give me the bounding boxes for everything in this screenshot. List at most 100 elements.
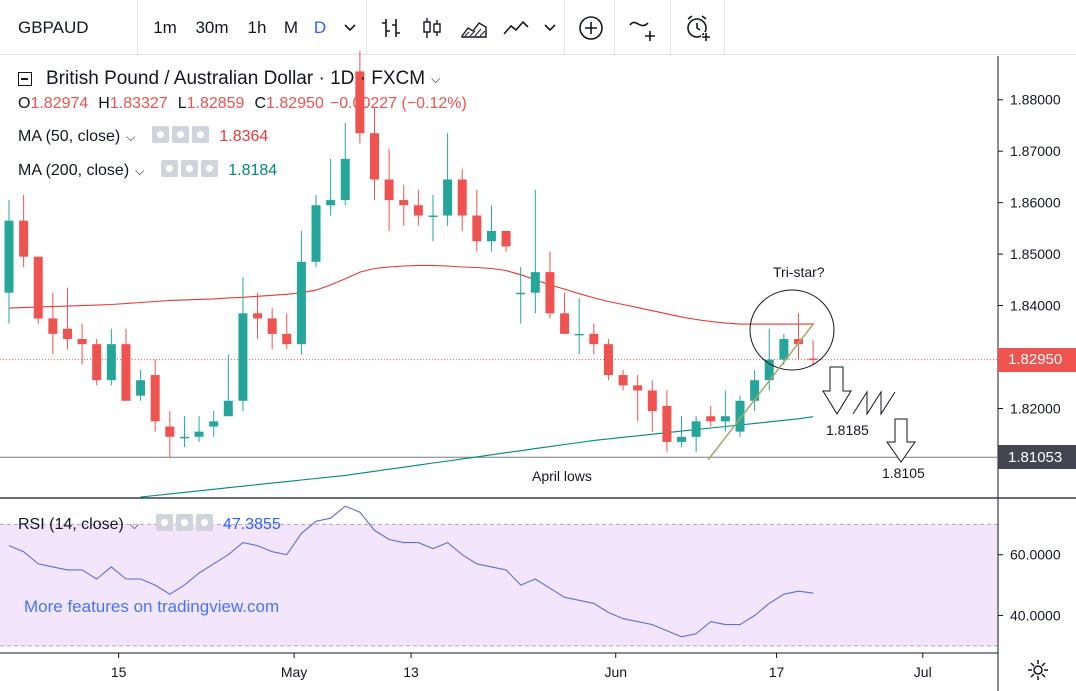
candle-up	[340, 158, 350, 201]
change-value: −0.00227 (−0.12%)	[329, 95, 467, 112]
interval-d-button[interactable]: D	[306, 0, 334, 55]
candle-down	[589, 333, 599, 345]
watermark-link[interactable]: More features on tradingview.com	[24, 597, 280, 616]
candle-down	[48, 318, 58, 334]
interval-label: D	[313, 17, 327, 37]
rsi-value: 47.3855	[222, 516, 281, 533]
candles-layer	[4, 50, 818, 458]
candle-down	[19, 220, 29, 257]
candle-down	[706, 416, 716, 422]
target1-annotation[interactable]: 1.8185	[826, 422, 869, 438]
ma200-legend[interactable]: MA (200, close) ⌵ 1.8184	[18, 160, 277, 182]
tristar-ellipse[interactable]	[749, 289, 835, 371]
trend-line[interactable]	[707, 322, 815, 461]
candle-up	[136, 380, 146, 396]
ma50-value: 1.8364	[219, 128, 269, 145]
symbol-description: British Pound / Australian Dollar · 1D ·…	[46, 68, 426, 89]
gear-icon[interactable]	[175, 514, 193, 531]
candle-down	[384, 179, 394, 201]
candle-up	[311, 205, 321, 262]
price-tick-label: 1.87000	[1010, 143, 1061, 159]
toolbar-divider	[670, 0, 671, 55]
eye-icon[interactable]	[155, 514, 173, 531]
chevron-down-icon[interactable]: ⌵	[126, 129, 136, 144]
arrow-down-icon[interactable]	[822, 366, 852, 415]
compare-button[interactable]	[620, 0, 666, 55]
settings-button[interactable]	[1026, 658, 1050, 687]
candle-down	[62, 328, 72, 340]
price-tick-label: 1.85000	[1010, 246, 1061, 262]
candle-up	[194, 431, 204, 437]
candle-up	[296, 261, 306, 345]
rsi-controls	[153, 514, 213, 536]
april-lows-annotation[interactable]: April lows	[532, 468, 592, 484]
candle-up	[209, 421, 219, 427]
candle-down	[150, 375, 160, 422]
interval-1h-button[interactable]: 1h	[240, 0, 274, 55]
price-tick-label: 1.88000	[1010, 92, 1061, 108]
interval-1m-button[interactable]: 1m	[146, 0, 184, 55]
rsi-legend[interactable]: RSI (14, close) ⌵ 47.3855	[18, 514, 281, 536]
chevron-down-icon[interactable]: ⌵	[135, 163, 145, 178]
chevron-down-icon[interactable]: ⌵	[129, 517, 139, 532]
ma200-value: 1.8184	[228, 162, 278, 179]
ma50-legend[interactable]: MA (50, close) ⌵ 1.8364	[18, 126, 268, 148]
candle-down	[560, 313, 570, 334]
line-style-icon	[503, 20, 529, 35]
close-icon[interactable]	[192, 126, 210, 143]
candle-up	[4, 220, 14, 293]
ma200-line	[140, 416, 814, 498]
ma50-controls	[149, 126, 210, 148]
current-price-tag: 1.82950	[998, 347, 1076, 372]
gear-icon[interactable]	[172, 126, 190, 143]
symbol-search-button[interactable]: GBPAUD	[0, 0, 138, 55]
ohlc-values: O 1.82974 H 1.83327 L 1.82859 C 1.82950 −0.0…	[18, 95, 467, 113]
candle-up	[735, 400, 745, 432]
arrow-down-icon[interactable]	[886, 418, 916, 463]
eye-icon[interactable]	[152, 126, 170, 143]
eye-icon[interactable]	[161, 160, 179, 177]
interval-30m-button[interactable]: 30m	[190, 0, 234, 55]
gear-icon[interactable]	[181, 160, 199, 177]
target2-annotation[interactable]: 1.8105	[882, 465, 925, 481]
chevron-down-icon[interactable]: ⌵	[431, 71, 441, 86]
candle-down	[793, 339, 803, 345]
candle-up	[691, 421, 701, 437]
candle-down	[355, 71, 365, 134]
candle-up	[443, 179, 453, 216]
interval-label: 30m	[195, 17, 229, 37]
chart-legend-title[interactable]: British Pound / Australian Dollar · 1D ·…	[18, 68, 440, 90]
interval-dropdown-button[interactable]	[336, 0, 364, 55]
candles-style-button[interactable]	[414, 0, 450, 55]
candle-down	[618, 375, 628, 386]
collapse-legend-icon[interactable]	[18, 72, 32, 86]
ma50-line	[8, 264, 814, 325]
ma50-label: MA (50, close)	[18, 128, 121, 145]
alert-button[interactable]	[676, 0, 722, 55]
level-price-tag: 1.81053	[998, 445, 1076, 470]
candle-up	[223, 400, 233, 417]
area-style-button[interactable]	[454, 0, 494, 55]
tristar-annotation[interactable]: Tri-star?	[773, 264, 825, 280]
indicators-button[interactable]	[570, 0, 612, 55]
toolbar-divider	[564, 0, 565, 55]
chart-style-dropdown-button[interactable]	[538, 0, 562, 55]
time-tick-label: 15	[111, 664, 127, 680]
interval-m-button[interactable]: M	[278, 0, 304, 55]
add-indicator-icon	[579, 15, 603, 40]
price-tick-label: 1.84000	[1010, 298, 1061, 314]
close-icon[interactable]	[201, 160, 219, 177]
candle-down	[662, 405, 672, 442]
line-style-button[interactable]	[496, 0, 536, 55]
low-label: L	[177, 95, 187, 112]
area-style-icon	[461, 21, 487, 38]
open-label: O	[18, 95, 31, 112]
rsi-tick-label: 60.0000	[1010, 547, 1061, 563]
close-icon[interactable]	[195, 514, 213, 531]
time-tick-label: May	[281, 664, 307, 680]
time-tick-label: Jul	[914, 664, 932, 680]
candle-down	[545, 272, 555, 314]
time-tick-label: 13	[403, 664, 419, 680]
zigzag-projection[interactable]	[852, 390, 896, 416]
bars-style-button[interactable]	[372, 0, 412, 55]
